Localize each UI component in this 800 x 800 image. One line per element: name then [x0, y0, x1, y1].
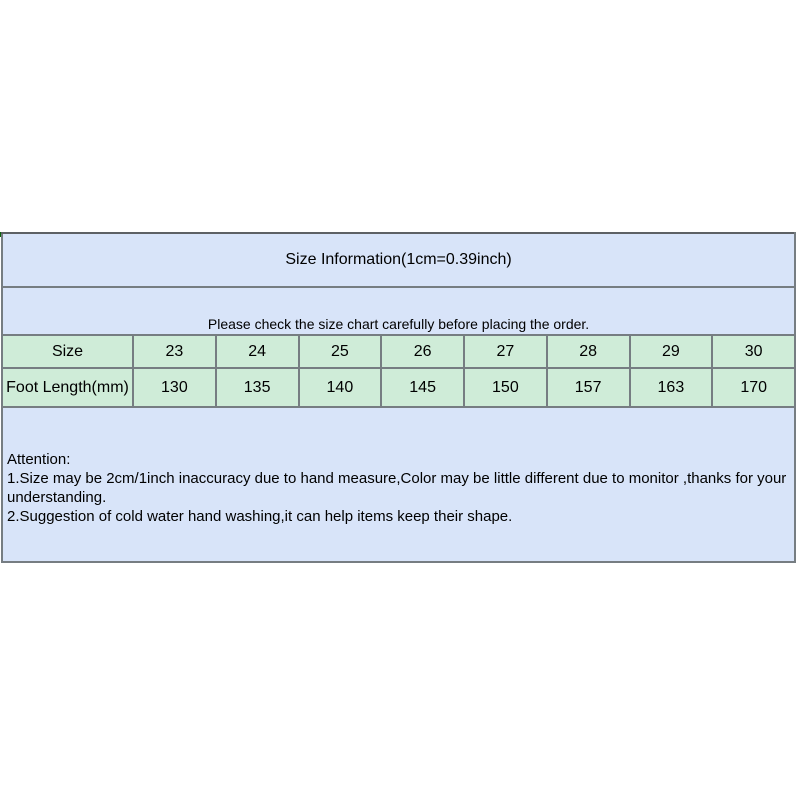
attention-line-1: 1.Size may be 2cm/1inch inaccuracy due t… — [7, 470, 787, 506]
attention-section: Attention: 1.Size may be 2cm/1inch inacc… — [0, 406, 797, 563]
attention-row: Attention: 1.Size may be 2cm/1inch inacc… — [0, 406, 797, 563]
size-value: 26 — [380, 334, 465, 369]
size-value: 23 — [132, 334, 217, 369]
attention-heading: Attention: — [7, 451, 71, 468]
foot-length-value: 130 — [132, 367, 217, 408]
size-value: 27 — [463, 334, 548, 369]
foot-length-row-label: Foot Length(mm) — [1, 367, 134, 408]
foot-length-value: 135 — [214, 367, 300, 408]
size-value: 24 — [214, 334, 300, 369]
foot-length-row: Foot Length(mm) 130 135 140 145 150 157 … — [1, 367, 797, 408]
foot-length-value: 157 — [545, 367, 631, 408]
size-row-label: Size — [1, 334, 134, 369]
foot-length-value: 170 — [711, 367, 797, 408]
size-row: Size 23 24 25 26 27 28 29 30 — [1, 334, 797, 369]
foot-length-value: 140 — [297, 367, 383, 408]
size-information-table: Size Information(1cm=0.39inch) Please ch… — [0, 232, 797, 563]
foot-length-value: 163 — [628, 367, 714, 408]
foot-length-value: 150 — [463, 367, 548, 408]
table-note: Please check the size chart carefully be… — [0, 286, 797, 336]
note-row: Please check the size chart carefully be… — [0, 286, 797, 336]
table-title: Size Information(1cm=0.39inch) — [0, 232, 797, 288]
foot-length-value: 145 — [380, 367, 465, 408]
title-row: Size Information(1cm=0.39inch) — [0, 232, 797, 288]
size-value: 30 — [711, 334, 797, 369]
attention-line-2: 2.Suggestion of cold water hand washing,… — [7, 508, 513, 525]
size-value: 29 — [628, 334, 714, 369]
size-value: 28 — [545, 334, 631, 369]
size-value: 25 — [297, 334, 383, 369]
